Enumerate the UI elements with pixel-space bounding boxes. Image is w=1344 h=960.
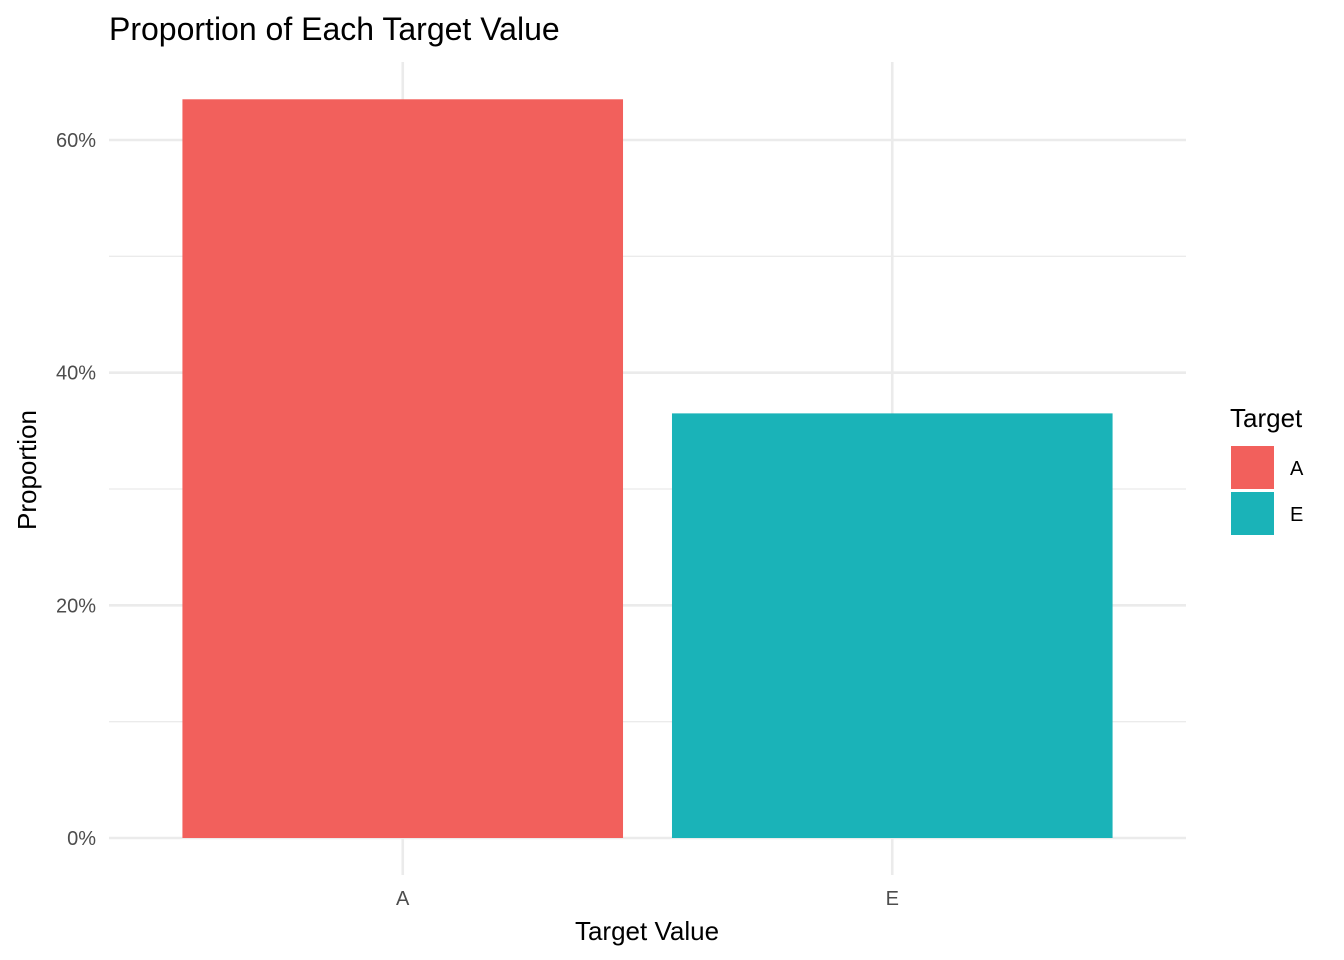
legend-swatch-a — [1231, 446, 1274, 489]
y-axis-ticks: 0% 20% 40% 60% — [56, 130, 96, 850]
legend-label: E — [1290, 504, 1303, 526]
x-axis-title: Target Value — [575, 916, 719, 946]
chart-title: Proportion of Each Target Value — [109, 11, 560, 47]
legend: Target AE — [1230, 403, 1304, 535]
bar-e — [671, 413, 1113, 838]
x-tick-label: A — [396, 888, 410, 910]
legend-entries: AE — [1231, 446, 1304, 535]
y-tick-label: 40% — [56, 363, 96, 385]
bar-a — [182, 99, 624, 839]
x-tick-label: E — [886, 888, 899, 910]
y-axis-title: Proportion — [12, 410, 42, 530]
y-tick-label: 20% — [56, 595, 96, 617]
legend-label: A — [1290, 458, 1304, 480]
bars — [182, 99, 1113, 839]
y-tick-label: 0% — [67, 828, 96, 850]
y-tick-label: 60% — [56, 130, 96, 152]
legend-swatch-e — [1231, 492, 1274, 535]
legend-title: Target — [1230, 403, 1303, 433]
